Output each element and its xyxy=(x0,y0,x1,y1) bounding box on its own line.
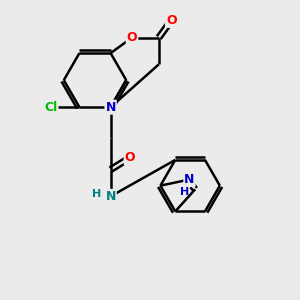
Text: N: N xyxy=(184,173,195,186)
Text: Cl: Cl xyxy=(44,101,58,114)
Text: O: O xyxy=(124,151,135,164)
Text: N: N xyxy=(105,190,116,203)
Text: O: O xyxy=(127,31,137,44)
Text: N: N xyxy=(105,101,116,114)
Text: H: H xyxy=(179,187,189,197)
Text: H: H xyxy=(92,189,101,199)
Text: O: O xyxy=(166,14,177,27)
